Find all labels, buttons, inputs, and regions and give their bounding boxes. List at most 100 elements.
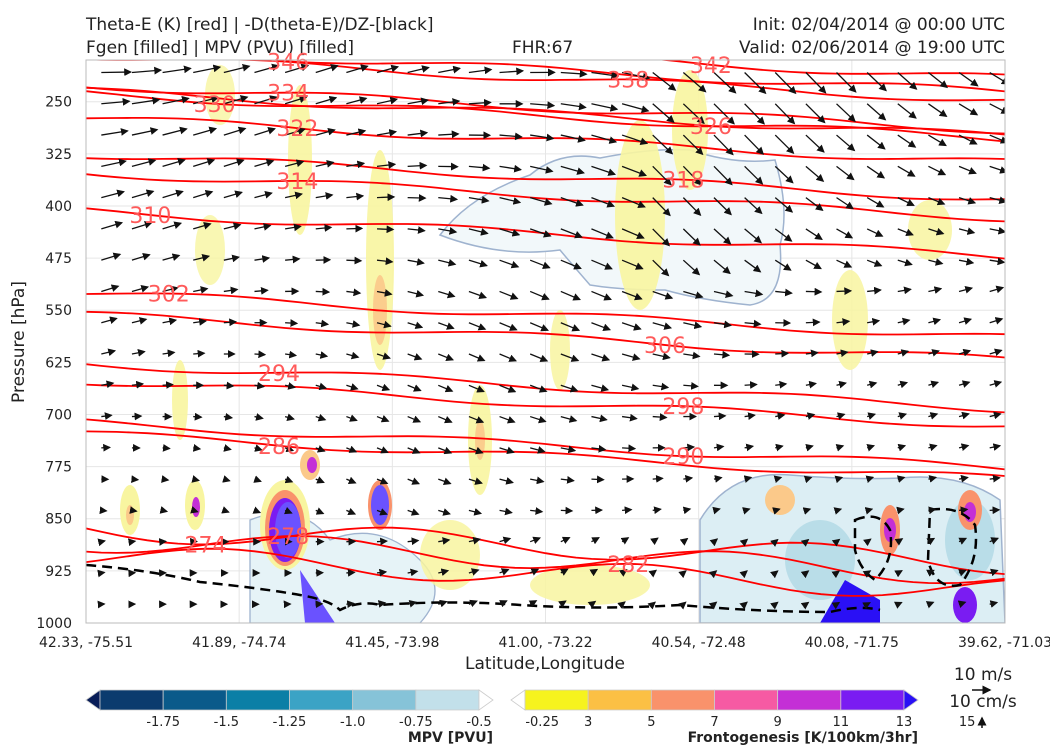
colorbar-tick-label: 5 — [647, 715, 655, 730]
forecast-hour: FHR:67 — [512, 38, 573, 58]
colorbar-swatch — [416, 690, 479, 710]
x-tick-label: 41.00, -73.22 — [498, 635, 592, 651]
y-tick-label: 475 — [45, 251, 72, 267]
y-tick-label: 400 — [45, 199, 72, 215]
y-tick-label: 325 — [45, 147, 72, 163]
theta-e-label: 302 — [148, 283, 190, 308]
wind-vector — [346, 228, 362, 229]
theta-e-label: 342 — [690, 54, 732, 79]
y-tick-label: 550 — [45, 303, 72, 319]
wind-vector — [224, 385, 233, 386]
colorbar-tick-label: 11 — [833, 715, 850, 730]
wind-vector — [316, 291, 329, 292]
wind-vector — [775, 353, 788, 354]
wind-vector — [806, 322, 819, 323]
wind-vector — [714, 416, 725, 417]
wind-reference-label: 10 m/s — [954, 665, 1012, 685]
colorbar-swatch — [353, 690, 416, 710]
theta-e-label: 318 — [662, 169, 704, 194]
colorbar-tick-label: 3 — [584, 715, 592, 730]
theta-e-label: 294 — [258, 362, 300, 387]
x-tick-label: 40.54, -72.48 — [652, 635, 746, 651]
colorbar-tick-label: -1.25 — [273, 715, 307, 730]
frontogenesis-colorbar-title: Frontogenesis [K/100km/3hr] — [688, 730, 918, 746]
wind-vector — [377, 229, 393, 230]
wind-vector — [132, 479, 138, 480]
valid-time: Valid: 02/06/2014 @ 19:00 UTC — [739, 38, 1005, 58]
y-tick-label: 775 — [45, 460, 72, 476]
theta-e-label: 290 — [662, 445, 704, 470]
colorbar-tick-label: -0.75 — [399, 715, 433, 730]
colorbar-swatch — [778, 690, 841, 710]
theta-e-label: 310 — [129, 204, 171, 229]
wind-vector — [622, 448, 635, 449]
colorbar-swatch — [86, 690, 100, 710]
wind-vector — [837, 291, 851, 292]
wind-vector — [622, 510, 631, 511]
wind-vector — [745, 385, 757, 386]
mpv-colorbar-title: MPV [PVU] — [408, 730, 493, 746]
colorbar-tick-label: 15 — [959, 715, 976, 730]
wind-vector — [101, 72, 130, 73]
wind-vector — [377, 541, 387, 542]
wind-vector — [132, 510, 136, 511]
theta-e-label: 278 — [267, 525, 309, 550]
colorbar-swatch — [841, 690, 904, 710]
title-line-1: Theta-E (K) [red] | -D(theta-E)/DZ-[blac… — [85, 15, 434, 35]
colorbar-tick-label: -0.5 — [466, 715, 491, 730]
wind-vector — [163, 479, 169, 480]
wind-vector — [193, 353, 204, 354]
colorbar-swatch — [100, 690, 163, 710]
colorbar-swatch — [715, 690, 778, 710]
y-tick-label: 850 — [45, 512, 72, 528]
y-tick-label: 250 — [45, 95, 72, 111]
theta-e-label: 338 — [607, 68, 649, 93]
colorbar-swatch — [479, 690, 493, 710]
wind-vector — [193, 417, 201, 418]
theta-e-label: 286 — [258, 435, 300, 460]
colorbar-swatch — [904, 690, 918, 710]
wind-vector — [346, 260, 361, 261]
wind-vector — [163, 385, 173, 386]
theta-e-label: 334 — [267, 82, 309, 107]
wind-vector — [346, 572, 354, 573]
colorbar-swatch — [163, 690, 226, 710]
init-time: Init: 02/04/2014 @ 00:00 UTC — [753, 15, 1005, 35]
wind-vector — [101, 510, 106, 511]
theta-e-label: 282 — [607, 553, 649, 578]
colorbar-tick-label: -0.25 — [525, 715, 559, 730]
x-tick-label: 40.08, -71.75 — [805, 635, 899, 651]
x-tick-label: 39.62, -71.03 — [958, 635, 1050, 651]
wind-vector — [346, 603, 353, 604]
wind-vector — [990, 510, 999, 511]
title-line-2: Fgen [filled] | MPV (PVU) [filled] — [86, 38, 354, 58]
x-tick-label: 41.89, -74.74 — [192, 635, 286, 651]
theta-e-label: 274 — [184, 533, 226, 558]
y-tick-label: 700 — [45, 407, 72, 423]
wind-vector — [591, 479, 603, 480]
y-tick-label: 625 — [45, 355, 72, 371]
y-axis-label: Pressure [hPa] — [9, 281, 29, 403]
colorbar-tick-label: -1.0 — [340, 715, 365, 730]
colorbar-tick-label: 13 — [896, 715, 913, 730]
mpv-colorbar: -1.75-1.5-1.25-1.0-0.75-0.5-0.25 — [86, 690, 559, 730]
wind-vector — [377, 197, 394, 198]
wind-vector — [561, 510, 572, 511]
wind-vector — [101, 541, 104, 542]
theta-e-label: 330 — [194, 93, 236, 118]
theta-e-label: 298 — [662, 395, 704, 420]
colorbar-tick-label: 9 — [774, 715, 782, 730]
colorbar-swatch — [588, 690, 651, 710]
colorbar-swatch — [525, 690, 588, 710]
theta-e-label: 322 — [276, 117, 318, 142]
colorbar-tick-label: -1.5 — [214, 715, 239, 730]
wind-vector — [285, 323, 297, 324]
theta-e-label: 346 — [267, 50, 309, 75]
wind-vector — [653, 478, 663, 479]
y-tick-label: 1000 — [36, 616, 72, 632]
wind-vector — [163, 448, 170, 449]
